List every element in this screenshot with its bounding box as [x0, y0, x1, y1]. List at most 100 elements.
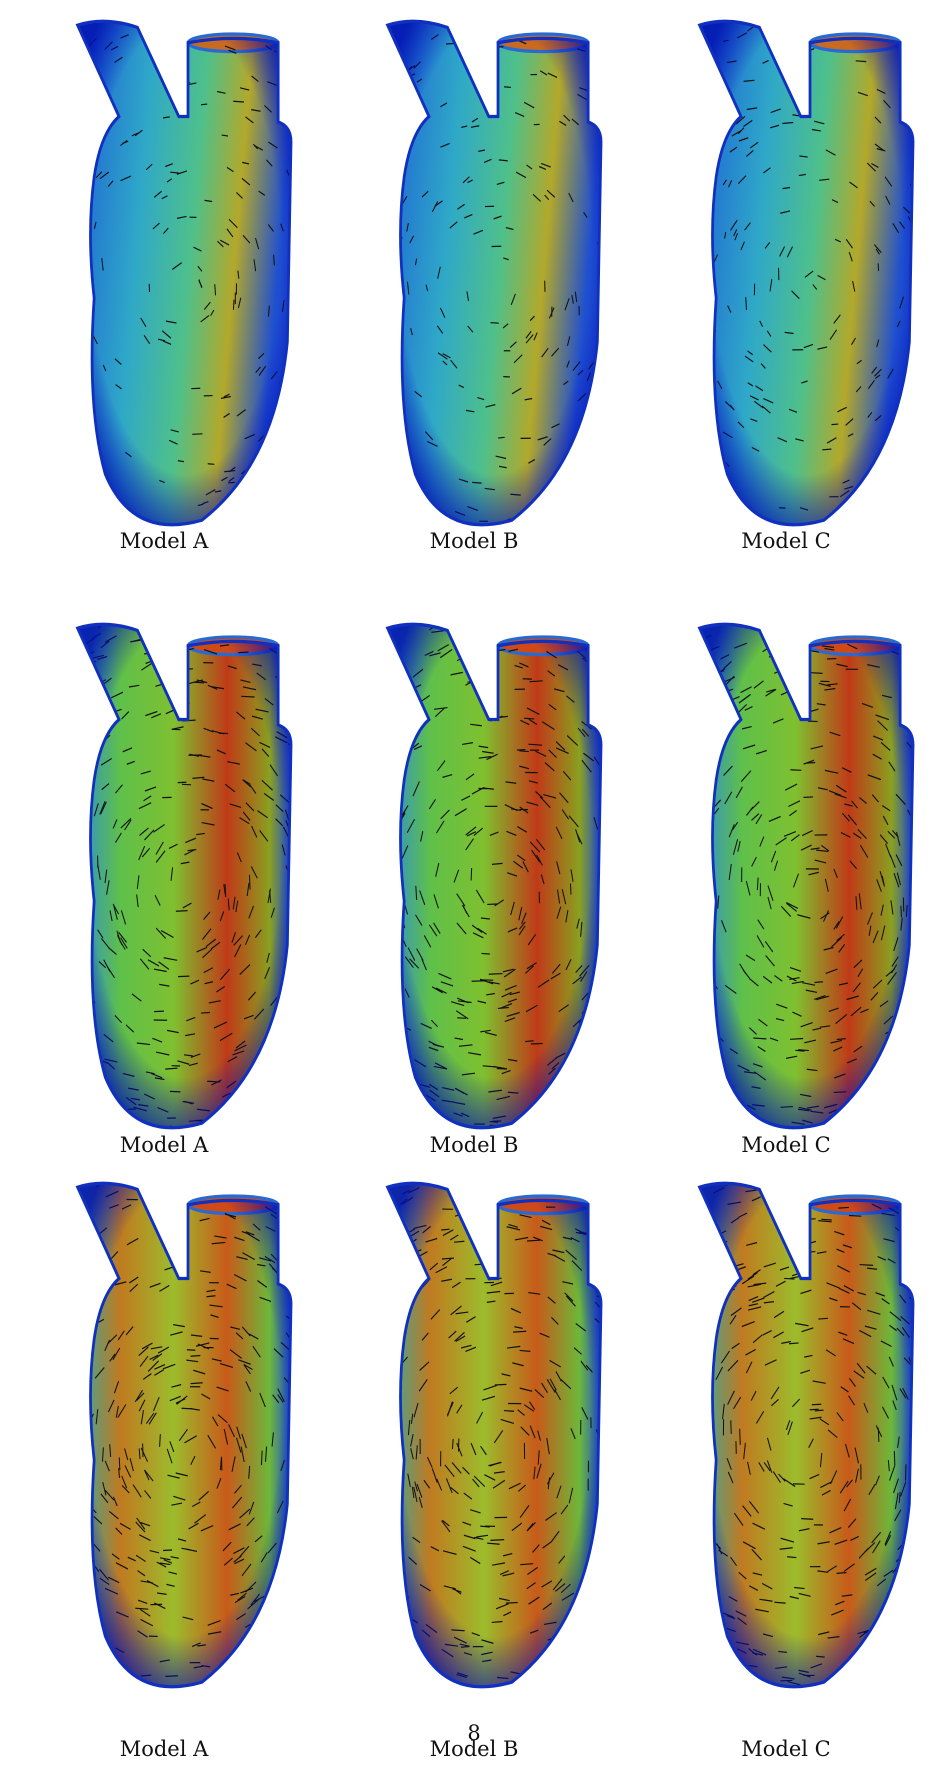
vector: [907, 998, 915, 1005]
vector: [75, 431, 81, 440]
vector: [899, 1588, 905, 1596]
vector: [78, 1310, 82, 1319]
vector: [567, 1186, 575, 1190]
vector: [603, 872, 606, 886]
vector: [571, 1087, 581, 1096]
vector: [912, 861, 918, 875]
vector: [478, 1185, 491, 1187]
heart-edge: [78, 624, 291, 1127]
heart-panel: [378, 622, 611, 1131]
panel-caption: Model C: [741, 1737, 830, 1761]
vector: [741, 1678, 753, 1683]
vector: [705, 1281, 713, 1292]
vector: [85, 105, 94, 110]
vector: [280, 1275, 291, 1280]
vector: [155, 1187, 165, 1191]
vector: [700, 1261, 709, 1265]
vector: [601, 803, 611, 812]
vector: [602, 1343, 608, 1355]
vector: [590, 679, 598, 683]
vector: [903, 1650, 911, 1658]
vector: [125, 1686, 134, 1688]
vector: [287, 667, 296, 675]
vector: [376, 1581, 388, 1588]
vector: [566, 1690, 577, 1695]
vector: [88, 750, 97, 757]
vector: [481, 693, 493, 699]
vector: [702, 924, 709, 937]
vector: [390, 1315, 400, 1325]
vector: [409, 509, 419, 511]
vector: [246, 486, 255, 488]
vector: [704, 1291, 709, 1300]
heart-edge: [700, 624, 913, 1127]
vector: [551, 1680, 560, 1687]
heart-panel: [383, 21, 609, 525]
vector: [270, 1128, 278, 1132]
panel-caption: Model B: [430, 1737, 519, 1761]
vector: [292, 127, 298, 133]
vector: [700, 1004, 706, 1016]
vector: [583, 1666, 593, 1669]
vector: [588, 29, 595, 36]
vector: [697, 1612, 704, 1620]
vector: [600, 125, 609, 131]
vector: [246, 1096, 256, 1104]
vector: [787, 656, 800, 658]
vector: [387, 1556, 396, 1567]
vector: [256, 1652, 264, 1660]
vector: [860, 1121, 873, 1122]
vector: [794, 1195, 807, 1200]
vector: [383, 1009, 388, 1020]
vector: [390, 124, 394, 132]
vector: [235, 510, 244, 512]
vector: [706, 999, 714, 1008]
vector: [278, 1625, 283, 1633]
vector: [67, 1081, 79, 1088]
vector: [251, 1677, 260, 1684]
vector: [402, 719, 412, 727]
vector: [112, 1111, 122, 1116]
vector: [843, 1108, 851, 1112]
vector: [704, 1427, 705, 1439]
vector: [395, 990, 401, 1002]
vector: [567, 1112, 577, 1117]
vector: [99, 1641, 106, 1648]
vector: [865, 1095, 873, 1100]
vector: [706, 1496, 709, 1505]
vector: [479, 1187, 492, 1191]
heart-panel: [70, 1182, 301, 1690]
vector: [707, 979, 714, 990]
heart-edge: [700, 21, 913, 524]
vector: [278, 428, 285, 434]
vector: [865, 1108, 874, 1109]
vector: [583, 1650, 591, 1655]
vector: [710, 1266, 718, 1271]
vector: [876, 485, 886, 490]
vector: [408, 1263, 419, 1271]
vector: [873, 1082, 883, 1088]
vector: [391, 1487, 396, 1499]
vector: [71, 1047, 79, 1053]
vector: [89, 1646, 98, 1649]
vector: [554, 523, 563, 526]
vector: [552, 1108, 561, 1114]
vector: [79, 1211, 87, 1218]
vector: [701, 819, 702, 831]
vector: [385, 278, 387, 287]
vector: [401, 1117, 410, 1122]
vector: [878, 496, 884, 499]
vector: [70, 1640, 79, 1647]
vector: [287, 1585, 293, 1596]
vector: [410, 1656, 420, 1662]
vector: [585, 1643, 597, 1651]
vector: [866, 1687, 875, 1692]
vector: [381, 987, 389, 1000]
vector: [78, 86, 82, 90]
vector: [476, 665, 487, 669]
vector: [478, 668, 489, 671]
vector: [709, 1679, 716, 1686]
vector: [799, 1237, 809, 1240]
vector: [892, 1079, 901, 1084]
vector: [387, 297, 391, 306]
